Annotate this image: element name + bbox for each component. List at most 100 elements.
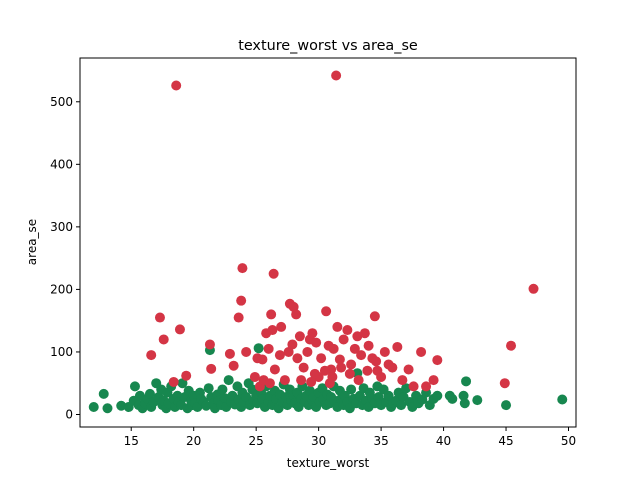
data-point <box>181 370 192 381</box>
y-tick-label: 0 <box>65 407 73 421</box>
data-point <box>428 375 439 386</box>
data-point <box>352 331 363 342</box>
data-point <box>203 383 214 394</box>
data-point <box>241 391 252 402</box>
data-point <box>331 70 342 81</box>
x-tick-label: 35 <box>373 434 388 448</box>
data-point <box>249 371 260 382</box>
data-point <box>154 312 165 323</box>
data-point <box>432 355 443 366</box>
x-tick-label: 25 <box>249 434 264 448</box>
data-point <box>291 309 302 320</box>
data-point <box>472 395 483 406</box>
data-point <box>369 311 380 322</box>
data-point <box>346 384 357 395</box>
y-tick-label: 100 <box>50 345 73 359</box>
data-point <box>458 390 469 401</box>
data-point <box>344 368 355 379</box>
data-point <box>253 343 264 354</box>
data-point <box>228 360 239 371</box>
data-point <box>346 359 357 370</box>
data-point <box>353 375 364 386</box>
data-point <box>421 381 432 392</box>
data-point <box>338 334 349 345</box>
data-point <box>506 340 517 351</box>
data-point <box>324 378 335 389</box>
x-tick-label: 45 <box>498 434 513 448</box>
data-point <box>102 403 113 414</box>
y-tick-label: 400 <box>50 157 73 171</box>
data-point <box>263 343 274 354</box>
data-point <box>171 80 182 91</box>
x-tick-label: 40 <box>436 434 451 448</box>
data-point <box>447 393 458 404</box>
data-point <box>432 390 443 401</box>
data-point <box>206 363 217 374</box>
data-point <box>307 328 318 339</box>
data-point <box>241 346 252 357</box>
data-point <box>403 364 414 375</box>
data-point <box>373 391 384 402</box>
data-point <box>223 375 234 386</box>
data-point <box>336 362 347 373</box>
data-point <box>349 343 360 354</box>
data-point <box>268 268 279 279</box>
data-point <box>276 321 287 332</box>
data-point <box>309 368 320 379</box>
data-point <box>134 390 145 401</box>
x-axis: 15 20 25 30 35 40 45 50 <box>124 427 576 448</box>
data-point <box>294 331 305 342</box>
data-point <box>177 378 188 389</box>
data-point <box>88 401 99 412</box>
x-tick-label: 30 <box>311 434 326 448</box>
data-point <box>129 381 140 392</box>
data-point <box>217 384 228 395</box>
data-point <box>311 337 322 348</box>
data-point <box>499 378 510 389</box>
data-point <box>387 362 398 373</box>
data-point <box>392 341 403 352</box>
data-point <box>328 343 339 354</box>
data-point <box>316 353 327 364</box>
data-point <box>224 348 235 359</box>
data-point <box>266 309 277 320</box>
x-axis-label: texture_worst <box>287 456 370 470</box>
y-axis: 0 100 200 300 400 500 <box>50 95 80 421</box>
data-point <box>264 378 275 389</box>
data-point <box>296 375 307 386</box>
data-point <box>416 346 427 357</box>
data-point <box>287 339 298 350</box>
data-point <box>376 371 387 382</box>
data-point <box>459 398 470 409</box>
data-point <box>236 295 247 306</box>
data-point <box>332 321 343 332</box>
x-tick-label: 50 <box>561 434 576 448</box>
y-tick-label: 500 <box>50 95 73 109</box>
data-point <box>319 365 330 376</box>
x-tick-label: 15 <box>124 434 139 448</box>
data-point <box>396 400 407 411</box>
data-point <box>528 283 539 294</box>
data-point <box>302 346 313 357</box>
data-point <box>408 381 419 392</box>
data-point <box>146 350 157 361</box>
data-point <box>174 324 185 335</box>
data-point <box>292 353 303 364</box>
data-point <box>279 375 290 386</box>
data-point <box>363 340 374 351</box>
data-point <box>283 346 294 357</box>
data-point <box>237 263 248 274</box>
data-point <box>401 383 412 394</box>
data-point <box>144 388 155 399</box>
data-point <box>356 350 367 361</box>
data-point <box>362 365 373 376</box>
data-point <box>158 334 169 345</box>
data-point <box>461 376 472 387</box>
data-point <box>557 394 568 405</box>
data-point <box>342 325 353 336</box>
data-point <box>274 350 285 361</box>
data-point <box>233 312 244 323</box>
points-layer <box>88 70 568 414</box>
